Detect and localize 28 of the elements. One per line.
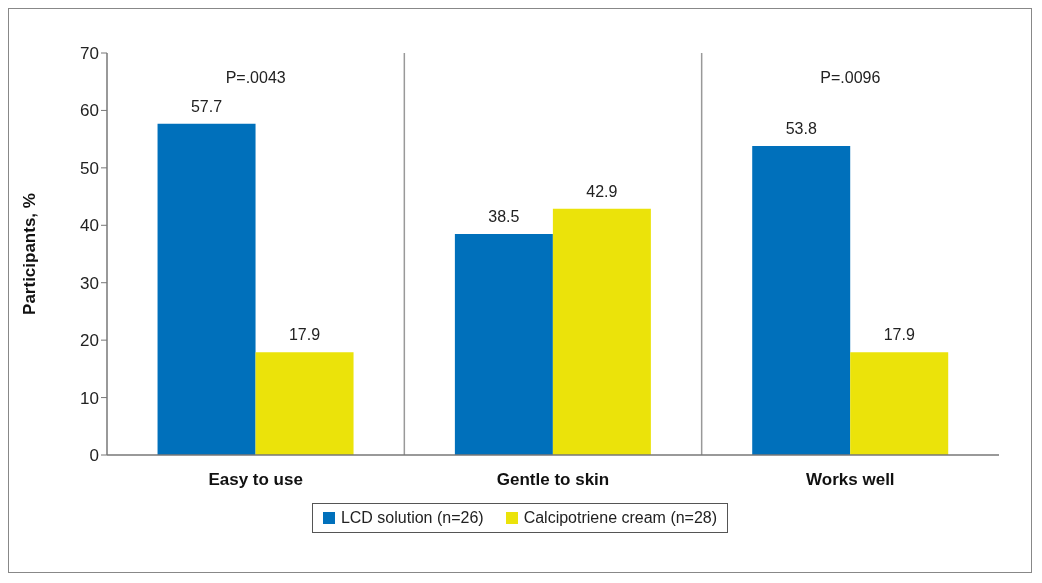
x-tick-label: Works well [806,470,895,490]
annotation: P=.0043 [225,69,286,86]
y-tick-label: 40 [80,216,99,236]
data-label: 17.9 [883,326,915,344]
y-tick-label: 10 [80,388,99,408]
bar [454,233,553,455]
bar [850,352,949,455]
annotation: P=.0096 [820,69,881,86]
y-tick-label: 0 [89,446,99,466]
data-label: 57.7 [190,97,223,115]
legend-label: Calcipotriene cream (n=28) [522,509,718,527]
y-tick-label: 70 [80,44,99,64]
y-tick-label: 50 [80,158,99,178]
data-label: 42.9 [586,182,618,200]
data-label: 38.5 [488,207,520,225]
bar [552,208,651,455]
data-label: 17.9 [288,326,321,344]
legend-label: LCD solution (n=26) [339,509,484,527]
data-label: 53.8 [785,120,817,138]
x-tick-label: Easy to use [208,470,303,490]
y-tick-label: 60 [80,101,99,121]
bar [752,146,851,455]
y-tick-label: 20 [80,331,99,351]
y-axis-title: Participants, % [20,193,40,315]
bar [255,352,354,455]
x-tick-label: Gentle to skin [496,470,610,490]
bar [157,123,256,455]
y-tick-label: 30 [80,273,99,293]
